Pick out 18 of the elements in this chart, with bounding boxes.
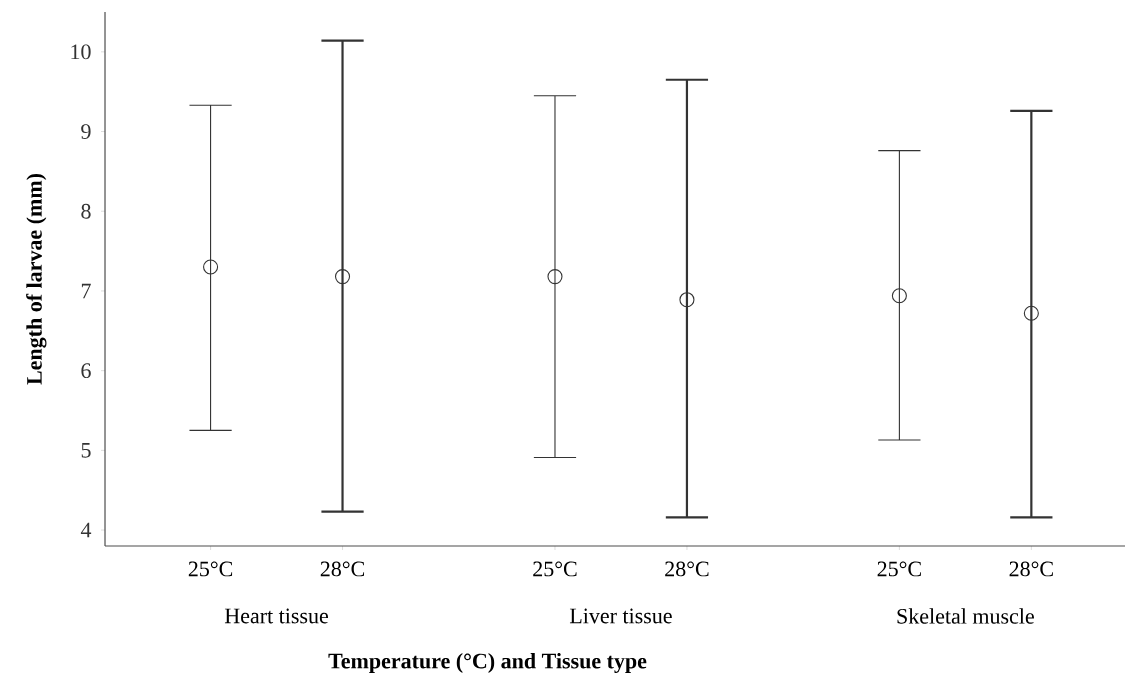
x-tick-label: 28°C	[665, 561, 709, 577]
x-tick-label: 28°C	[320, 561, 365, 577]
y-tick-label: 5	[81, 443, 91, 458]
y-axis-title: Length of larvae (mm)	[26, 173, 47, 385]
y-tick-label: 6	[81, 363, 91, 379]
y-tick-label: 7	[81, 283, 91, 299]
text: Skeletal muscle	[897, 608, 1034, 624]
x-axis-title: Temperature (°C) and Tissue type	[328, 652, 647, 673]
x-tick-label: 25°C	[533, 561, 577, 577]
x-tick-label: 25°C	[188, 561, 233, 577]
y-tick-label: 9	[81, 124, 91, 139]
text: Liver tissue	[569, 608, 672, 624]
text: Heart tissue	[224, 608, 329, 624]
x-tick-label: 25°C	[877, 561, 921, 577]
x-tick-label: 28°C	[1009, 561, 1053, 577]
y-tick-label: 8	[81, 203, 91, 219]
y-tick-label: 10	[71, 44, 91, 60]
y-tick-label: 4	[80, 522, 92, 538]
